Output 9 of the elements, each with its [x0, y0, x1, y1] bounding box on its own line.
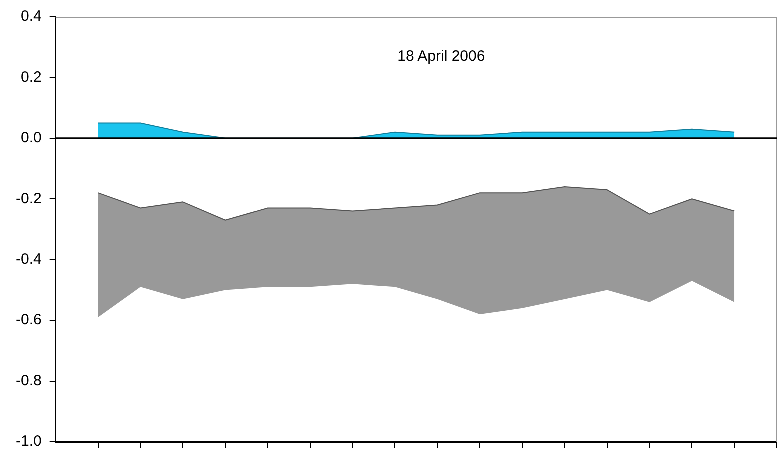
y-tick-label: -0.6 [16, 312, 42, 329]
y-tick-label: -0.4 [16, 251, 42, 268]
y-tick-label: -0.2 [16, 190, 42, 208]
y-tick-label: 0.2 [20, 68, 42, 86]
text: 18 April 2006 [398, 48, 486, 66]
y-tick-label: -1.0 [16, 433, 42, 450]
y-tick-label: 0.4 [20, 8, 42, 26]
y-tick-label: -0.8 [16, 372, 42, 390]
y-tick-label: 0.0 [20, 130, 42, 147]
